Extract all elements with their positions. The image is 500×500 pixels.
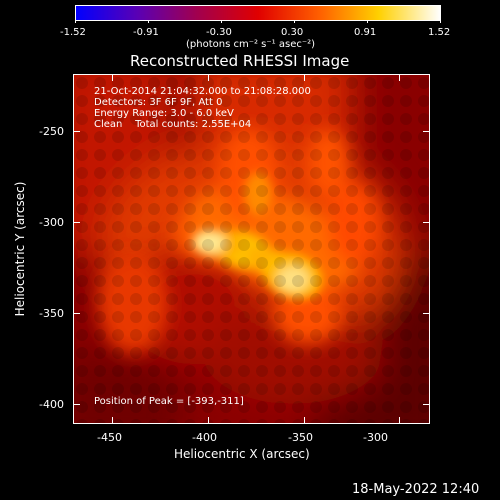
plot-title: Reconstructed RHESSI Image	[130, 52, 350, 70]
rhessi-image	[73, 74, 430, 424]
colorbar	[75, 5, 441, 23]
energy-range-info: Energy Range: 3.0 - 6.0 keV	[94, 108, 234, 119]
y-tick-label: -300	[39, 216, 64, 229]
axis-ticks	[73, 74, 429, 424]
x-tick-label: -300	[363, 431, 388, 444]
footer-timestamp: 18-May-2022 12:40	[352, 482, 480, 497]
colorbar-tick-label: -1.52	[60, 27, 86, 38]
colorbar-tick-label: 0.30	[281, 27, 304, 38]
x-tick-label: -450	[97, 431, 122, 444]
colorbar-unit-label: (photons cm⁻² s⁻¹ asec⁻²)	[186, 39, 316, 50]
x-tick-label: -350	[288, 431, 313, 444]
colorbar-tick-label: 1.52	[428, 27, 451, 38]
colorbar-tick-label: 0.91	[354, 27, 377, 38]
observation-time: 21-Oct-2014 21:04:32.000 to 21:08:28.000	[94, 86, 311, 97]
y-tick-label: -350	[39, 307, 64, 320]
y-axis-title: Heliocentric Y (arcsec)	[13, 181, 27, 317]
x-axis-title: Heliocentric X (arcsec)	[174, 447, 310, 461]
y-tick-label: -400	[39, 398, 64, 411]
x-tick-label: -400	[192, 431, 217, 444]
y-tick-label: -250	[39, 125, 64, 138]
colorbar-tick-label: -0.30	[206, 27, 232, 38]
detectors-info: Detectors: 3F 6F 9F, Att 0	[94, 97, 223, 108]
clean-counts-info: Clean Total counts: 2.55E+04	[94, 119, 252, 130]
colorbar-gradient	[75, 5, 441, 21]
colorbar-tick-label: -0.91	[133, 27, 159, 38]
peak-position-label: Position of Peak = [-393,-311]	[94, 396, 244, 407]
plot-frame	[73, 74, 430, 424]
